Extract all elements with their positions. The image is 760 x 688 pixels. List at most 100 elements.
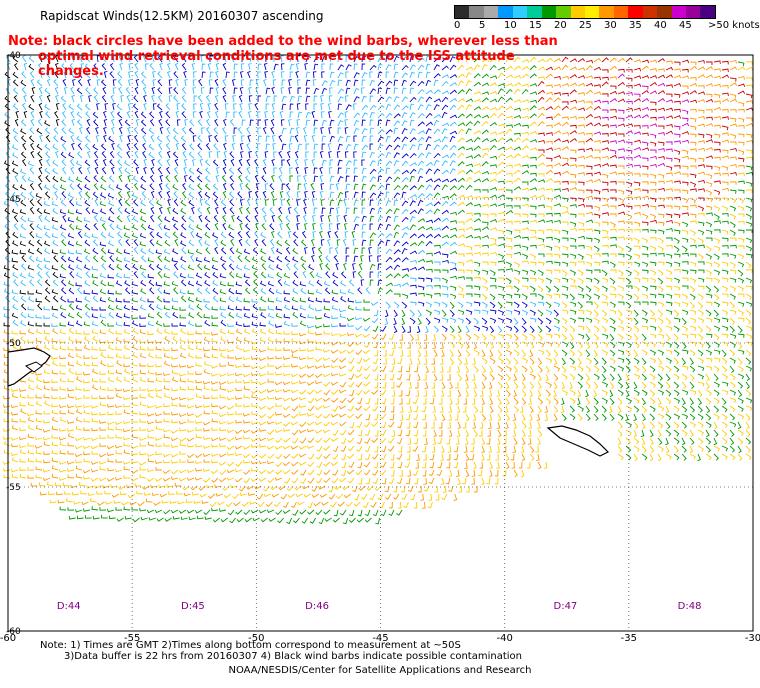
wind-barb: [513, 186, 522, 191]
wind-barb: [143, 102, 147, 111]
wind-barb: [425, 252, 433, 257]
wind-barb: [337, 127, 342, 135]
wind-barb: [120, 95, 124, 103]
wind-barb: [417, 258, 426, 263]
wind-barb: [529, 83, 538, 87]
wind-barb: [465, 212, 473, 216]
wind-barb: [355, 349, 363, 356]
wind-barb: [313, 167, 318, 175]
wind-barb: [689, 125, 697, 131]
wind-barb: [361, 63, 366, 71]
wind-barb: [705, 74, 714, 79]
wind-barb: [593, 131, 602, 136]
wind-barb: [251, 328, 259, 335]
wind-barb: [681, 365, 689, 371]
wind-barb: [29, 199, 35, 207]
wind-barb: [649, 421, 655, 429]
wind-barb: [355, 389, 363, 396]
wind-barb: [413, 501, 418, 509]
wind-barb: [545, 106, 554, 111]
wind-barb: [433, 429, 437, 438]
wind-barb: [713, 405, 720, 413]
wind-barb: [19, 449, 27, 455]
wind-barb: [490, 213, 497, 217]
wind-barb: [103, 118, 108, 127]
wind-barb: [36, 143, 43, 151]
wind-barb: [305, 103, 309, 111]
wind-barb: [171, 323, 179, 327]
wind-barb: [52, 160, 59, 167]
wind-barb: [457, 194, 466, 199]
wind-barb: [705, 285, 712, 293]
wind-barb: [537, 333, 543, 341]
wind-barb: [363, 469, 371, 476]
wind-barb: [83, 451, 91, 456]
wind-barb: [641, 293, 649, 299]
wind-barb: [513, 277, 520, 284]
wind-barb: [673, 333, 679, 341]
wind-barb: [347, 413, 355, 419]
wind-barb: [401, 325, 406, 334]
wind-barb: [241, 501, 249, 507]
wind-barb: [122, 436, 131, 441]
wind-barb: [222, 62, 227, 71]
wind-barb: [195, 345, 203, 351]
wind-barb: [729, 445, 736, 453]
wind-barb: [657, 405, 665, 412]
wind-barb: [441, 241, 449, 247]
wind-barb: [455, 437, 460, 445]
wind-barb: [186, 397, 195, 401]
wind-barb: [633, 437, 640, 445]
wind-barb: [505, 128, 513, 135]
wind-barb: [617, 109, 625, 114]
wind-barb: [233, 111, 237, 119]
wind-barb: [323, 413, 331, 419]
wind-barb: [577, 325, 585, 331]
wind-barb: [409, 292, 417, 297]
wind-barb: [255, 198, 259, 207]
wind-barb: [521, 365, 528, 373]
wind-barb: [12, 272, 19, 279]
wind-barb: [264, 111, 268, 119]
wind-barb: [92, 255, 99, 263]
wind-barb: [260, 271, 267, 279]
wind-barb: [263, 493, 271, 498]
wind-barb: [553, 325, 561, 332]
wind-barb: [496, 445, 501, 454]
wind-barb: [267, 355, 275, 360]
wind-barb: [205, 118, 211, 127]
wind-barb: [180, 256, 187, 263]
wind-barb: [85, 207, 91, 215]
wind-barb: [155, 371, 163, 376]
wind-barb: [545, 277, 553, 284]
wind-barb: [521, 145, 529, 151]
wind-barb: [697, 309, 704, 316]
wind-barb: [20, 336, 27, 343]
wind-barb: [745, 445, 751, 453]
wind-barb: [61, 166, 67, 175]
wind-barb: [561, 381, 566, 390]
wind-barb: [131, 433, 139, 439]
wind-barb: [288, 87, 292, 95]
wind-barb: [281, 103, 287, 111]
wind-barb: [108, 175, 115, 183]
wind-barb: [257, 501, 265, 508]
wind-barb: [449, 397, 453, 406]
wind-barb: [745, 189, 753, 193]
wind-barb: [242, 373, 251, 378]
wind-barb: [432, 341, 437, 350]
wind-barb: [465, 325, 470, 334]
wind-barb: [390, 397, 395, 405]
wind-barb: [585, 154, 594, 159]
wind-barb: [156, 135, 163, 143]
wind-barb: [649, 301, 657, 306]
wind-barb: [280, 199, 285, 207]
wind-barb: [195, 385, 203, 391]
wind-barb: [140, 279, 147, 287]
wind-barb: [315, 272, 323, 279]
wind-barb: [344, 231, 349, 239]
wind-barb: [729, 453, 736, 461]
wind-barb: [601, 277, 609, 283]
wind-barb: [265, 501, 273, 508]
wind-barb: [705, 245, 712, 252]
